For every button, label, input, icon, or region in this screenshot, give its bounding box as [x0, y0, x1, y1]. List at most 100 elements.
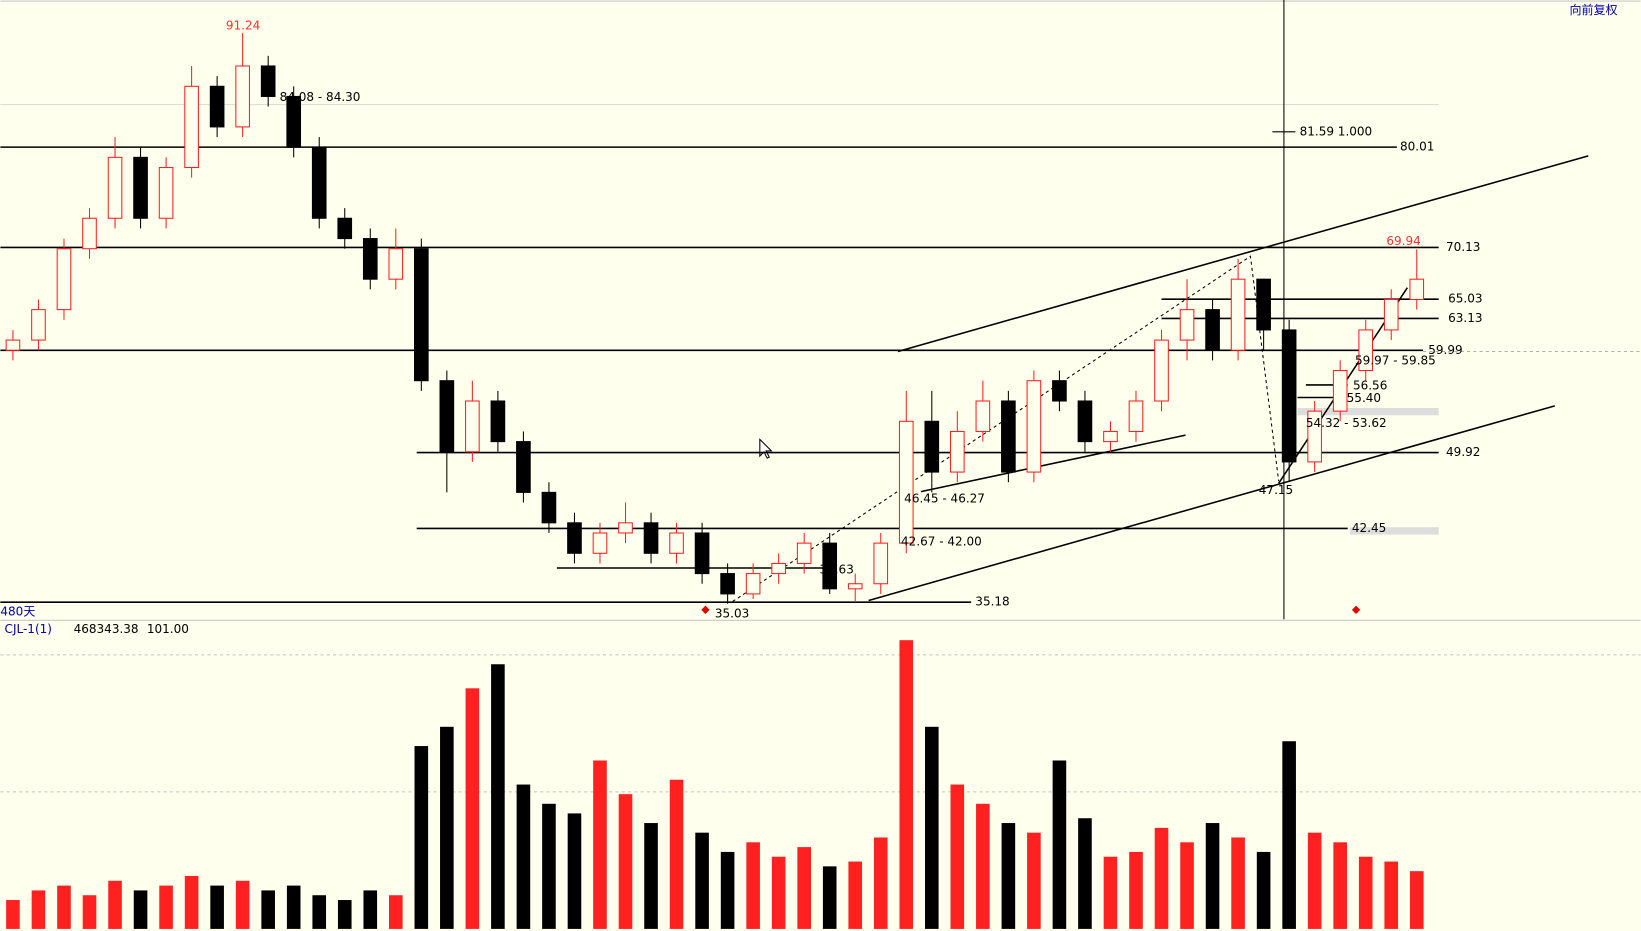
candle-body	[439, 380, 455, 453]
volume-bar	[1333, 842, 1347, 929]
annotation: 55.40	[1347, 391, 1381, 405]
volume-bar	[1078, 818, 1092, 929]
volume-bar	[593, 760, 607, 929]
candle-body	[184, 85, 199, 169]
candle-body	[1358, 329, 1374, 372]
candle-body	[31, 309, 46, 341]
volume-bar	[1103, 856, 1118, 929]
level-label: 65.03	[1448, 292, 1482, 306]
level-label: 35.18	[975, 595, 1009, 609]
volume-bar	[57, 885, 71, 929]
volume-bar	[286, 885, 301, 929]
high-label: 69.94	[1386, 234, 1420, 248]
volume-bar	[312, 895, 327, 929]
candle-body	[260, 65, 276, 97]
volume-bar	[644, 823, 658, 929]
cursor	[759, 438, 773, 459]
candle-body	[643, 522, 659, 554]
candle-body	[1001, 400, 1016, 473]
candle-body	[1077, 400, 1093, 443]
candle-body	[1230, 278, 1246, 351]
volume-bar	[567, 813, 582, 929]
candle-body	[133, 156, 148, 219]
candle-body	[541, 491, 557, 524]
channel-line	[897, 155, 1589, 353]
trend-line	[920, 434, 1186, 493]
candle-body	[975, 400, 991, 432]
volume-bar	[618, 794, 633, 929]
candle-body	[669, 532, 684, 554]
volume-bar	[1027, 832, 1041, 929]
candle-body	[337, 217, 353, 240]
candle-body	[465, 400, 480, 453]
annotation: 56.56	[1353, 378, 1387, 392]
candle-body	[1332, 370, 1348, 412]
volume-bar	[1409, 871, 1424, 929]
adjust-label[interactable]: 向前复权	[1569, 2, 1617, 17]
candle-body	[388, 248, 404, 280]
volume-bar	[133, 890, 148, 929]
candle-body	[490, 400, 506, 443]
level-label: 49.92	[1446, 445, 1480, 459]
indicator-value: 101.00	[147, 622, 189, 636]
volume-bar	[822, 866, 837, 929]
level-label: 42.45	[1352, 521, 1386, 535]
candle-body	[82, 217, 97, 250]
candle-body	[286, 95, 302, 148]
candle-body	[1103, 430, 1118, 443]
annotation: 84.08 - 84.30	[280, 90, 361, 104]
volume-bar	[899, 640, 914, 929]
volume-bar	[771, 856, 786, 929]
volume-bar	[159, 885, 173, 929]
volume-bar	[976, 803, 990, 929]
candle-body	[694, 532, 710, 575]
volume-bar	[184, 875, 199, 929]
candle-body	[1154, 339, 1169, 402]
candle-body	[771, 562, 786, 575]
candle-body	[796, 542, 812, 564]
candle-body	[1179, 309, 1195, 341]
annotation: 59.97 - 59.85	[1355, 353, 1436, 367]
candle-body	[1307, 410, 1322, 463]
candle-body	[56, 248, 72, 311]
candle-body	[5, 339, 21, 351]
annotation: 42.67 - 42.00	[901, 534, 982, 548]
candle-body	[924, 420, 940, 473]
candle-body	[235, 65, 250, 128]
candle-body	[1383, 298, 1399, 331]
volume-bar	[746, 842, 760, 929]
candle-body	[618, 522, 633, 534]
volume-bar	[1231, 837, 1245, 929]
low-label: 47.15	[1259, 483, 1293, 497]
level-label: 80.01	[1400, 140, 1434, 154]
volume-bar	[797, 847, 811, 929]
volume-bar	[720, 851, 735, 929]
volume-bar	[1358, 856, 1373, 929]
volume-bar	[82, 895, 97, 929]
volume-bar	[1256, 851, 1271, 929]
zone	[1349, 527, 1439, 535]
volume-bar	[1282, 741, 1296, 929]
volume-bar	[1307, 832, 1322, 929]
candle-body	[873, 542, 889, 585]
candle-body	[158, 166, 174, 219]
high-label: 91.24	[226, 19, 260, 33]
indicator-name[interactable]: CJL-1(1)	[5, 622, 52, 636]
volume-bar	[414, 746, 429, 929]
level-label: 59.99	[1428, 343, 1462, 357]
candle-body	[1128, 400, 1144, 432]
candle-body	[516, 441, 531, 493]
volume-bar	[950, 784, 965, 929]
volume-bar	[108, 880, 122, 929]
candle-body	[950, 430, 965, 473]
candle-body	[1256, 278, 1271, 331]
volume-bar	[465, 688, 480, 929]
candle-body	[1052, 380, 1067, 402]
period-label: 480天	[0, 604, 35, 618]
volume-bar	[1154, 827, 1169, 929]
candle-body	[822, 542, 838, 590]
level-label: 70.13	[1446, 240, 1480, 254]
volume-bar	[873, 837, 888, 929]
